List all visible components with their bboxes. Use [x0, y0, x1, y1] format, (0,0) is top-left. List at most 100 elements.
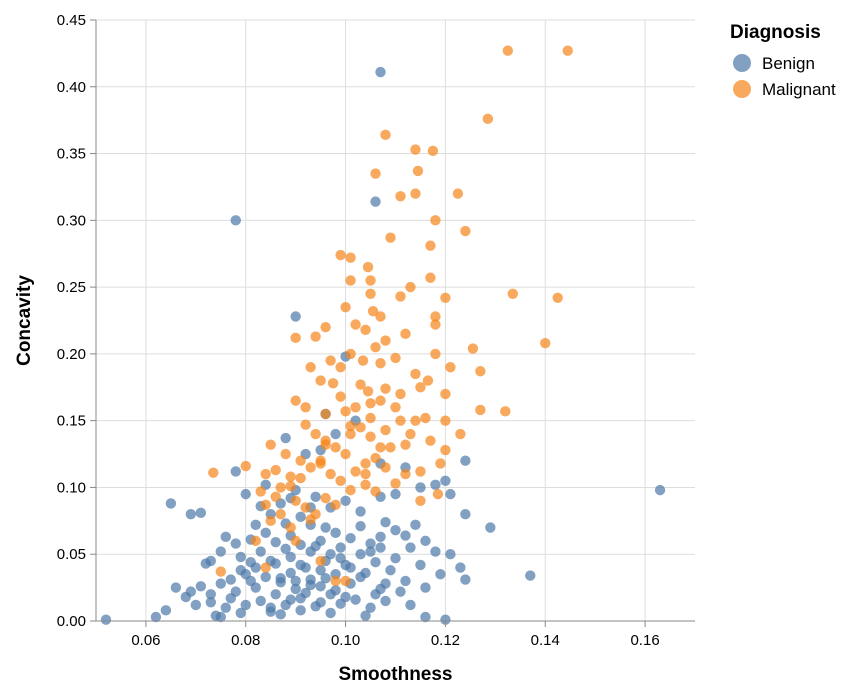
benign-point: [365, 538, 376, 549]
benign-point: [400, 575, 411, 587]
y-axis-title: Concavity: [14, 275, 35, 366]
benign-point: [220, 531, 231, 543]
benign-point: [250, 582, 261, 593]
benign-point: [415, 559, 426, 571]
malignant-point: [395, 415, 406, 426]
benign-point: [225, 574, 236, 585]
benign-point: [305, 579, 316, 591]
malignant-point: [380, 129, 391, 141]
malignant-point: [415, 382, 426, 393]
benign-point: [230, 215, 241, 226]
benign-point: [240, 488, 251, 500]
malignant-point: [375, 311, 386, 322]
benign-point: [315, 581, 326, 592]
malignant-point: [345, 348, 356, 360]
benign-point: [280, 543, 291, 555]
benign-point: [320, 573, 331, 584]
malignant-point: [295, 472, 306, 484]
benign-point: [375, 531, 386, 543]
benign-point: [240, 599, 251, 611]
malignant-point: [215, 566, 226, 577]
malignant-point: [410, 368, 421, 380]
malignant-point: [255, 486, 266, 497]
malignant-point: [270, 464, 281, 476]
malignant-point: [385, 442, 396, 453]
malignant-point: [335, 475, 346, 486]
benign-point: [275, 573, 286, 584]
benign-point: [215, 546, 226, 557]
benign-point: [420, 611, 431, 623]
malignant-point: [385, 232, 396, 243]
benign-point: [215, 611, 226, 623]
benign-point: [205, 589, 217, 600]
malignant-point: [390, 478, 401, 489]
axes: 0.06 0.08 0.10 0.12 0.14 0.16 0.00 0.05 0.10 0.1…: [57, 12, 695, 649]
malignant-point: [425, 272, 436, 283]
benign-point: [390, 488, 401, 500]
benign-point: [315, 597, 326, 608]
y-tick-label: 0.10: [57, 479, 86, 496]
benign-point: [355, 571, 366, 583]
benign-point: [380, 578, 391, 589]
malignant-point: [365, 288, 376, 299]
malignant-point: [315, 555, 326, 567]
malignant-point: [410, 144, 421, 155]
benign-point: [410, 519, 421, 531]
x-ticks: 0.06 0.08 0.10 0.12 0.14 0.16: [131, 621, 660, 649]
benign-point: [260, 571, 271, 583]
benign-point: [400, 530, 411, 541]
malignant-point: [285, 471, 296, 482]
benign-point: [340, 591, 351, 603]
benign-point: [255, 595, 266, 607]
malignant-point: [275, 482, 286, 493]
benign-point: [380, 595, 391, 607]
benign-point: [315, 565, 326, 576]
x-axis-title: Smoothness: [338, 664, 452, 685]
malignant-point: [310, 331, 321, 342]
benign-point: [190, 599, 202, 611]
benign-point: [390, 553, 401, 564]
benign-point: [360, 610, 371, 621]
benign-point: [250, 519, 261, 531]
benign-point: [290, 311, 301, 322]
benign-point: [345, 532, 356, 544]
malignant-point: [430, 311, 441, 322]
benign-point: [285, 567, 296, 579]
malignant-point: [295, 455, 306, 466]
benign-point: [485, 522, 496, 533]
malignant-point: [290, 535, 301, 547]
y-tick-label: 0.00: [57, 613, 86, 630]
malignant-point: [260, 499, 271, 511]
benign-point: [460, 574, 471, 585]
malignant-point: [380, 383, 391, 394]
malignant-point: [435, 458, 446, 469]
malignant-point: [425, 435, 436, 446]
benign-point: [290, 575, 301, 587]
malignant-point: [475, 366, 486, 377]
malignant-point: [405, 428, 416, 440]
malignant-point: [502, 45, 514, 56]
malignant-point: [507, 288, 519, 299]
malignant-point: [290, 332, 301, 344]
malignant-point: [460, 225, 471, 237]
x-tick-label: 0.14: [531, 632, 560, 649]
y-tick-label: 0.25: [57, 279, 86, 296]
benign-point: [280, 432, 291, 444]
malignant-point: [467, 343, 479, 354]
benign-point: [300, 587, 311, 599]
malignant-point: [350, 402, 361, 413]
data-points: [100, 45, 666, 625]
malignant-point: [440, 415, 451, 426]
legend-label-malignant: Malignant: [762, 80, 836, 99]
y-tick-label: 0.15: [57, 413, 86, 430]
malignant-point: [455, 428, 466, 440]
malignant-point: [340, 575, 351, 587]
benign-point: [325, 607, 336, 619]
malignant-point: [375, 358, 386, 369]
benign-point: [455, 562, 466, 573]
benign-point: [375, 542, 386, 553]
malignant-point: [482, 113, 494, 125]
malignant-point: [345, 420, 356, 432]
benign-point: [160, 605, 172, 616]
grid: [96, 19, 695, 622]
